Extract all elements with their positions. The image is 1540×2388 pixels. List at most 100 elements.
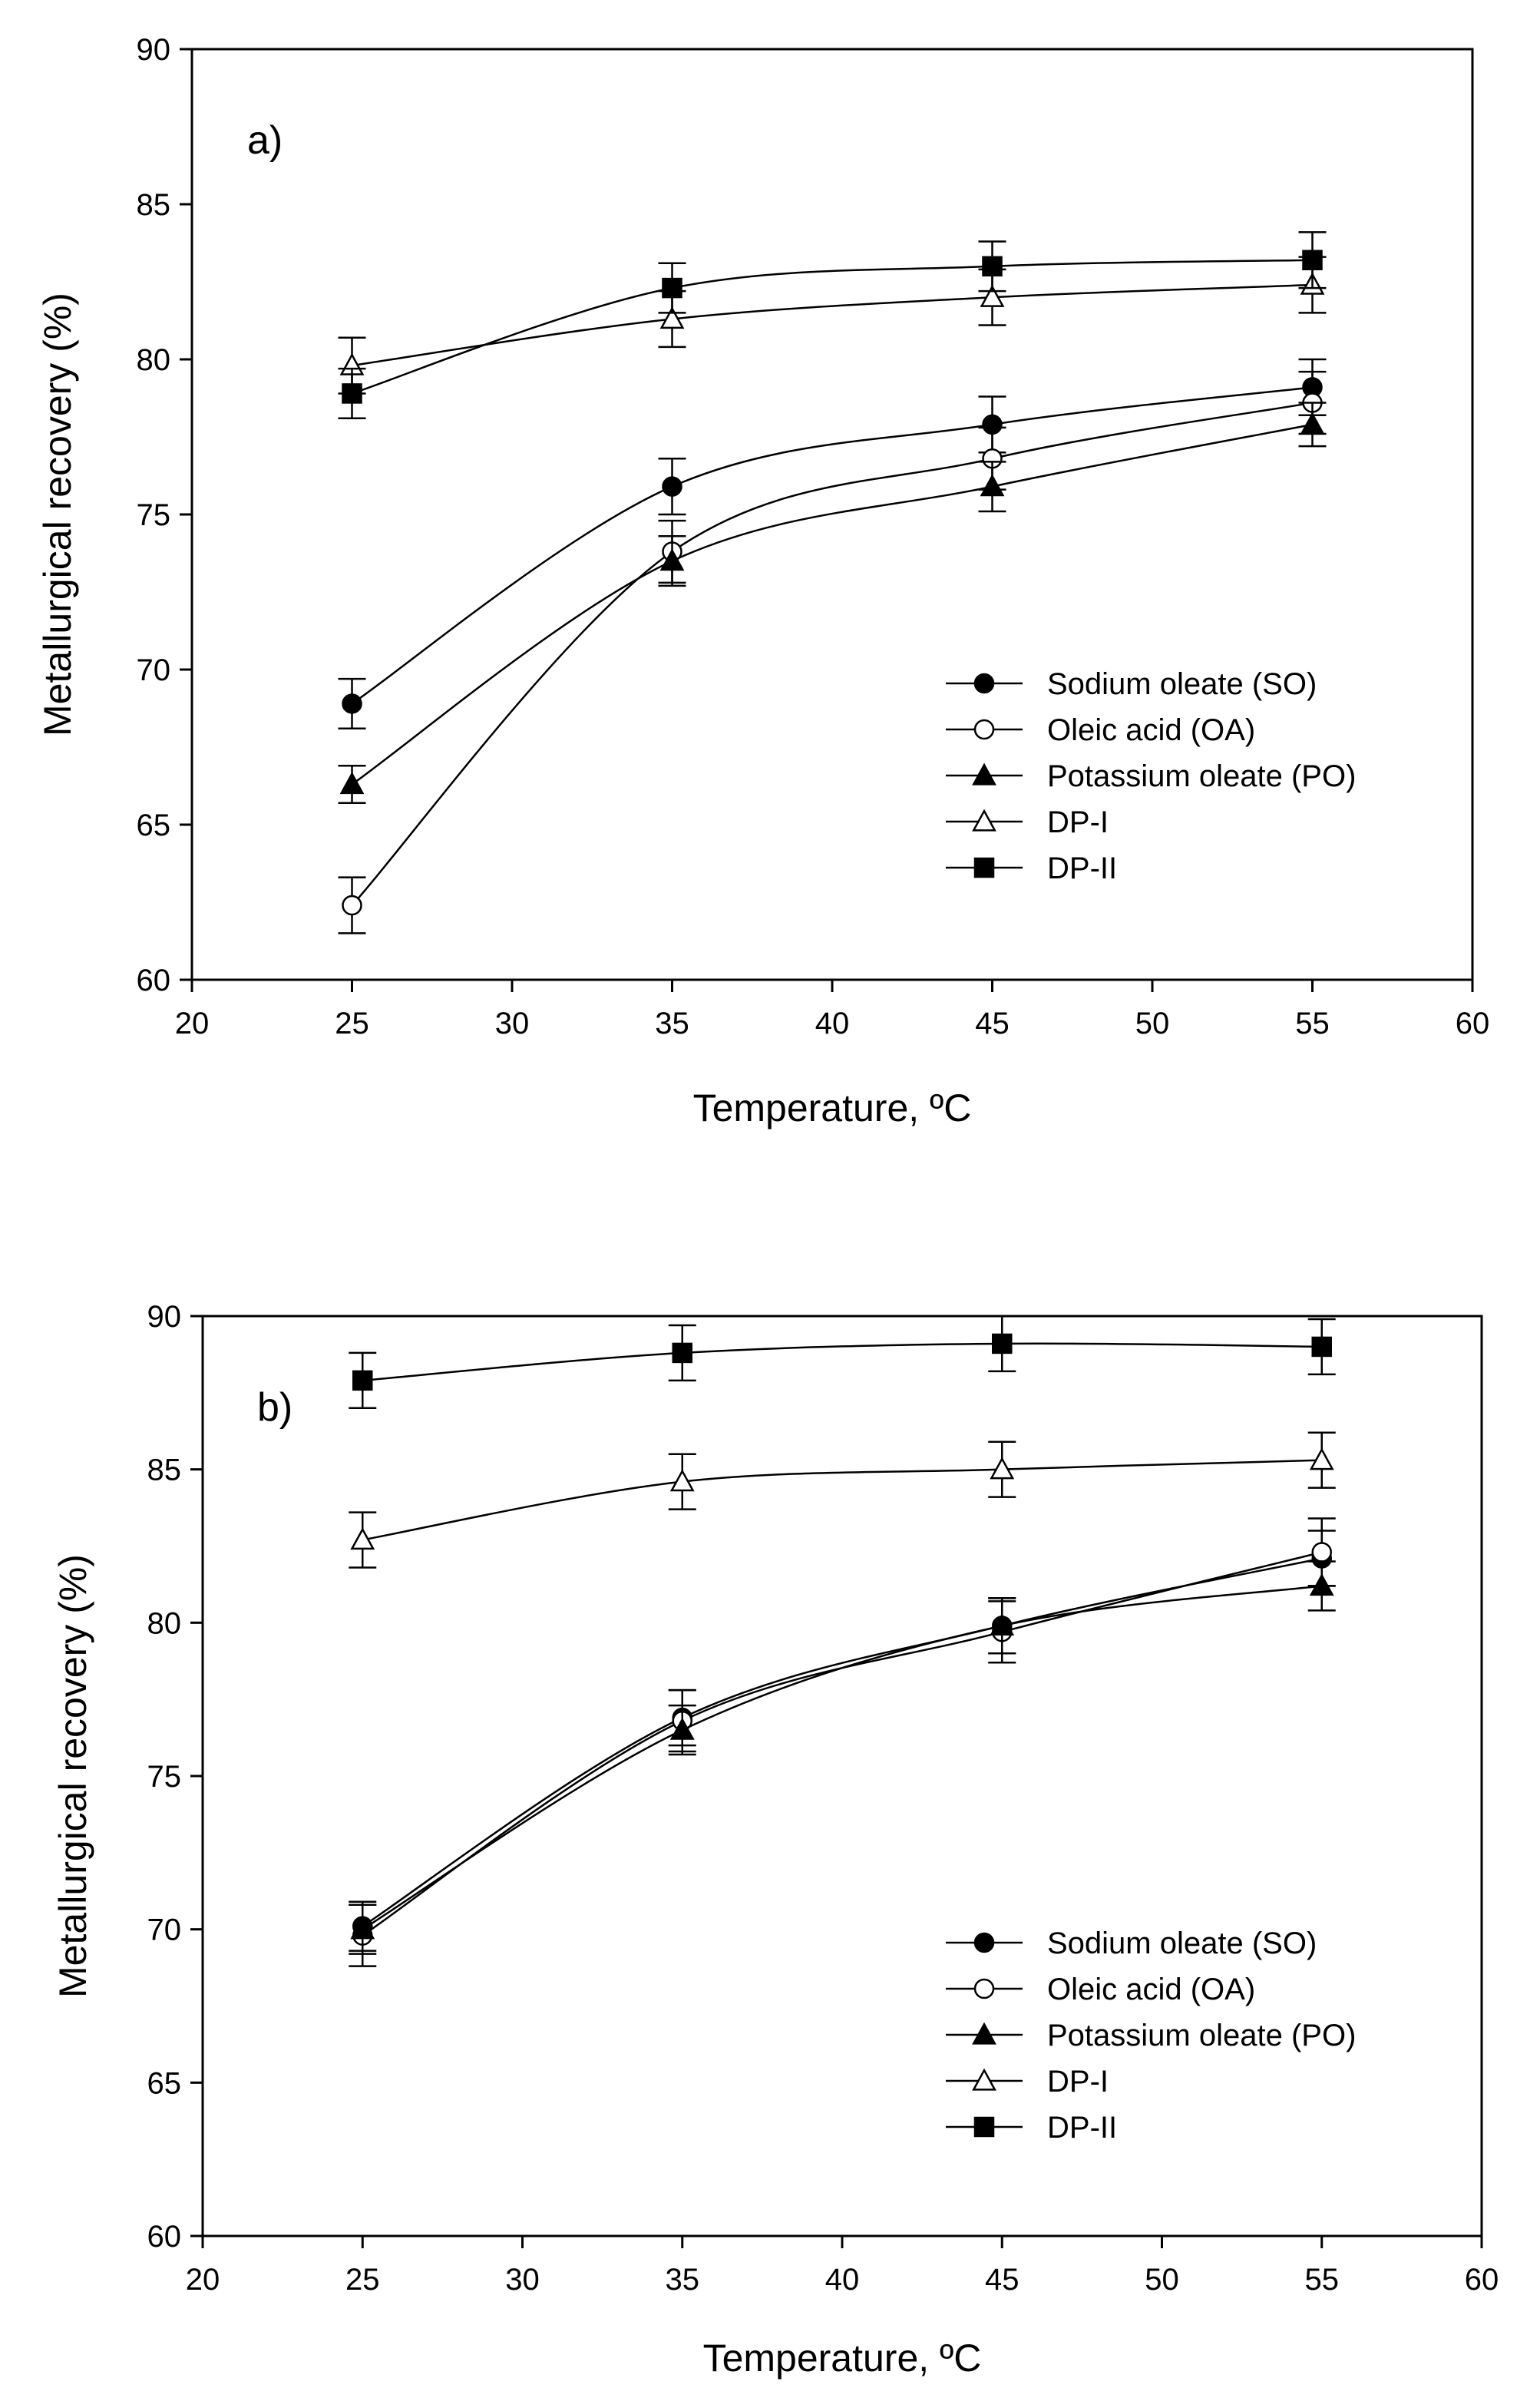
series-2 [349,1560,1336,1955]
data-point [342,895,362,916]
legend-label: Potassium oleate (PO) [1047,2019,1356,2052]
data-point [342,383,362,404]
data-point [350,1917,375,1940]
series-2 [338,402,1327,804]
series-line [351,386,1313,705]
series-4 [338,231,1327,420]
data-point [990,1612,1015,1636]
chart-panel-a: 20 25 30 35 40 45 50 55 60 60 65 70 75 80 85 90 Temperat… [36,33,1489,1130]
series-3 [338,256,1327,395]
x-tick-label: 55 [1295,1007,1330,1040]
x-tick-label: 35 [666,2263,700,2297]
series-line [362,1585,1322,1930]
data-point [659,548,685,571]
data-point [669,1717,695,1740]
data-point [672,1342,692,1364]
x-axis-title: Temperature, ºC [693,1087,972,1130]
y-tick-label: 60 [137,964,171,997]
x-tick-label: 50 [1135,1007,1170,1040]
y-axis-title: Metallurgical recovery (%) [51,1554,94,1998]
y-tick-label: 70 [147,1913,182,1947]
series-1 [349,1517,1336,1967]
series-line [362,1342,1322,1382]
data-point [1309,1447,1334,1470]
x-tick-label: 40 [825,2263,860,2297]
y-tick-label: 75 [147,1760,182,1794]
x-tick-label: 20 [186,2263,220,2297]
x-tick-label: 20 [175,1007,210,1040]
legend-marker [973,719,995,740]
series-line [352,259,1313,395]
series-line [362,1459,1322,1541]
data-point [669,1469,695,1492]
data-point [342,693,362,714]
y-tick-label: 85 [137,188,171,222]
legend: Sodium oleate (SO) Oleic acid (OA) Potassi… [946,1927,1356,2145]
x-tick-label: 55 [1305,2263,1340,2297]
series-0 [338,358,1327,730]
y-tick-label: 90 [147,1300,182,1334]
x-tick-label: 35 [655,1007,689,1040]
x-axis-title: Temperature, ºC [703,2337,982,2380]
x-tick-label: 45 [985,2263,1020,2297]
y-tick-label: 75 [137,498,171,532]
legend-marker [972,2022,996,2045]
series-line [352,283,1313,367]
series-0 [349,1530,1336,1952]
series-3 [349,1431,1336,1569]
data-point [1300,412,1325,435]
data-point [980,284,1005,307]
data-point [990,1457,1015,1480]
legend-label: Potassium oleate (PO) [1047,759,1356,793]
legend-label: DP-II [1047,852,1117,885]
x-tick-label: 60 [1465,2263,1499,2297]
x-tick-label: 40 [815,1007,850,1040]
data-point [1302,250,1323,270]
chart-panel-b: 20 25 30 35 40 45 50 55 60 60 65 70 75 80 85 90 Temperat… [51,1300,1499,2380]
series-1 [338,370,1327,934]
legend-marker [972,762,996,786]
data-point [350,1527,375,1550]
panel-label: a) [247,118,283,163]
series-line [362,1551,1323,1937]
data-point [352,1370,373,1391]
y-tick-label: 70 [137,653,171,687]
y-tick-label: 80 [137,343,171,377]
x-tick-label: 50 [1145,2263,1179,2297]
series-line [351,402,1313,906]
y-tick-label: 65 [137,809,171,842]
legend-marker [973,857,995,878]
x-tick-label: 60 [1456,1007,1490,1040]
panel-label: b) [257,1385,292,1430]
y-tick-label: 80 [147,1606,182,1640]
legend: Sodium oleate (SO) Oleic acid (OA) Potassi… [946,667,1356,885]
legend-label: Oleic acid (OA) [1047,1973,1255,2006]
x-tick-label: 25 [345,2263,380,2297]
data-point [980,474,1005,497]
data-point [982,256,1003,277]
legend-label: DP-I [1047,2065,1109,2099]
data-point [662,476,682,497]
series-4 [349,1315,1336,1410]
data-point [659,306,685,329]
x-tick-label: 30 [505,2263,540,2297]
data-point [1311,1336,1332,1358]
legend-label: DP-I [1047,805,1109,839]
y-tick-label: 65 [147,2066,182,2100]
plot-frame [201,1315,1483,2238]
x-tick-label: 25 [335,1007,369,1040]
legend-label: Sodium oleate (SO) [1047,667,1317,701]
legend-marker [972,2068,996,2091]
y-tick-label: 60 [147,2220,182,2254]
legend-marker [973,673,995,694]
legend-marker [973,1932,995,1953]
series-line [362,1557,1323,1927]
legend-marker [972,809,996,832]
legend-label: Sodium oleate (SO) [1047,1927,1317,1960]
data-point [339,772,365,795]
data-point [992,1333,1013,1354]
legend-marker [973,1978,995,1999]
x-tick-label: 45 [975,1007,1010,1040]
x-tick-label: 30 [495,1007,530,1040]
